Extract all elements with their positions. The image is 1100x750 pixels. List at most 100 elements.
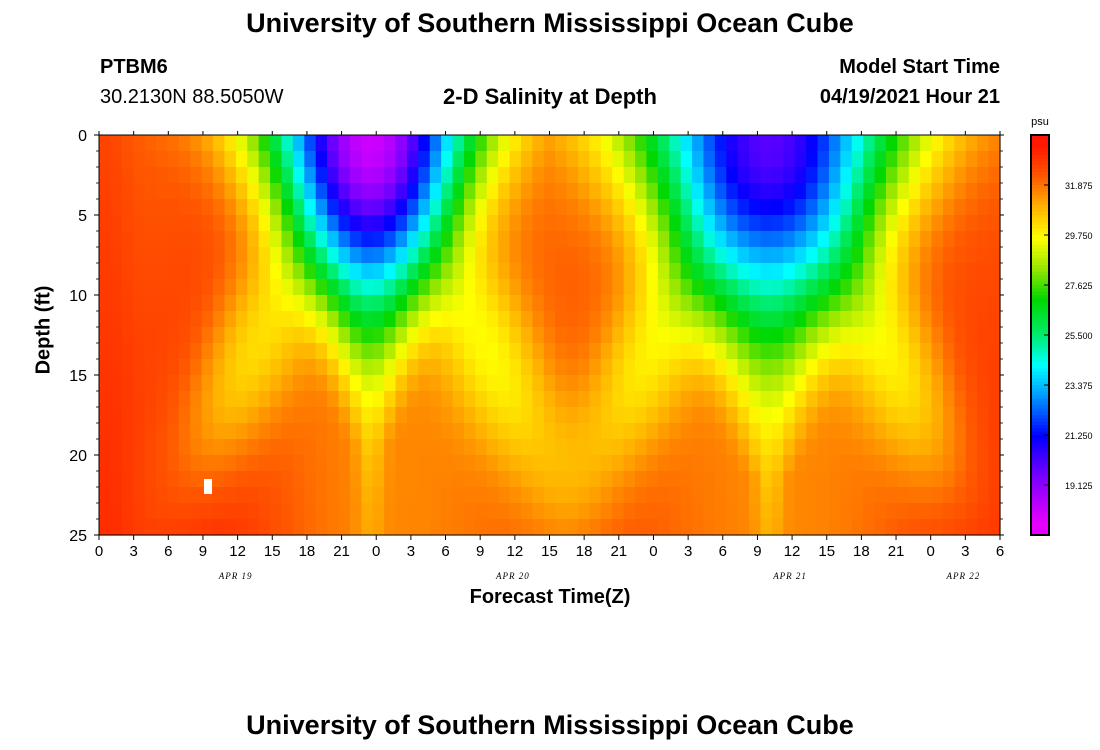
heatmap-cell (452, 439, 465, 456)
heatmap-cell (121, 375, 134, 392)
heatmap-cell (509, 167, 522, 184)
heatmap-cell (201, 375, 214, 392)
heatmap-cell (714, 407, 727, 424)
heatmap-cell (281, 503, 294, 520)
heatmap-cell (783, 183, 796, 200)
heatmap-cell (885, 359, 898, 376)
heatmap-cell (863, 135, 876, 152)
heatmap-cell (304, 327, 317, 344)
heatmap-cell (281, 151, 294, 168)
heatmap-cell (942, 215, 955, 232)
heatmap-cell (224, 215, 237, 232)
heatmap-cell (224, 151, 237, 168)
heatmap-cell (555, 231, 568, 248)
heatmap-cell (646, 231, 659, 248)
heatmap-cell (543, 295, 556, 312)
heatmap-cell (623, 391, 636, 408)
heatmap-cell (441, 311, 454, 328)
heatmap-cell (988, 503, 1001, 520)
heatmap-cell (532, 327, 545, 344)
heatmap-cell (292, 231, 305, 248)
heatmap-cell (828, 439, 841, 456)
heatmap-cell (99, 375, 112, 392)
heatmap-cell (908, 247, 921, 264)
heatmap-cell (190, 231, 203, 248)
heatmap-cell (703, 199, 716, 216)
heatmap-cell (623, 487, 636, 504)
heatmap-cell (247, 167, 260, 184)
heatmap-cell (942, 151, 955, 168)
heatmap-cell (338, 391, 351, 408)
heatmap-cell (988, 135, 1001, 152)
colorbar-swatch (1031, 178, 1049, 183)
heatmap-cell (657, 311, 670, 328)
heatmap-cell (669, 359, 682, 376)
heatmap-cell (612, 391, 625, 408)
colorbar-swatch (1031, 485, 1049, 489)
heatmap-cell (828, 519, 841, 536)
heatmap-cell (156, 183, 169, 200)
heatmap-cell (714, 503, 727, 520)
heatmap-cell (235, 455, 248, 472)
heatmap-cell (646, 343, 659, 360)
heatmap-cell (258, 295, 271, 312)
heatmap-cell (99, 151, 112, 168)
heatmap-cell (395, 487, 408, 504)
colorbar-swatch (1031, 348, 1049, 353)
heatmap-cell (520, 327, 533, 344)
heatmap-cell (600, 455, 613, 472)
heatmap-cell (783, 327, 796, 344)
heatmap-cell (201, 311, 214, 328)
heatmap-cell (817, 263, 830, 280)
heatmap-cell (384, 199, 397, 216)
heatmap-cell (840, 359, 853, 376)
heatmap-cell (372, 455, 385, 472)
heatmap-cell (144, 215, 157, 232)
heatmap-cell (863, 151, 876, 168)
heatmap-cell (292, 375, 305, 392)
heatmap-cell (942, 375, 955, 392)
heatmap-cell (281, 263, 294, 280)
heatmap-cell (121, 167, 134, 184)
heatmap-cell (543, 375, 556, 392)
heatmap-cell (714, 279, 727, 296)
heatmap-cell (851, 215, 864, 232)
heatmap-cell (977, 215, 990, 232)
heatmap-cell (292, 439, 305, 456)
heatmap-cell (646, 455, 659, 472)
colorbar-swatch (1031, 421, 1049, 426)
heatmap-cell (817, 183, 830, 200)
heatmap-cell (144, 295, 157, 312)
heatmap-cell (771, 471, 784, 488)
heatmap-cell (178, 151, 191, 168)
heatmap-cell (338, 167, 351, 184)
heatmap-cell (361, 359, 374, 376)
heatmap-cell (133, 391, 146, 408)
heatmap-cell (224, 263, 237, 280)
heatmap-cell (589, 199, 602, 216)
x-tick-label: 18 (576, 543, 593, 560)
heatmap-cell (851, 439, 864, 456)
heatmap-cell (121, 503, 134, 520)
heatmap-cell (669, 375, 682, 392)
heatmap-cell (463, 327, 476, 344)
heatmap-cell (144, 231, 157, 248)
heatmap-cell (258, 135, 271, 152)
heatmap-cell (258, 423, 271, 440)
heatmap-cell (349, 247, 362, 264)
heatmap-cell (954, 439, 967, 456)
heatmap-cell (692, 311, 705, 328)
heatmap-cell (771, 359, 784, 376)
heatmap-cell (817, 279, 830, 296)
heatmap-cell (327, 151, 340, 168)
heatmap-cell (247, 135, 260, 152)
heatmap-cell (942, 247, 955, 264)
heatmap-cell (452, 199, 465, 216)
heatmap-cell (224, 247, 237, 264)
heatmap-cell (406, 215, 419, 232)
heatmap-cell (543, 391, 556, 408)
heatmap-cell (304, 247, 317, 264)
heatmap-cell (292, 471, 305, 488)
heatmap-cell (406, 343, 419, 360)
heatmap-cell (897, 455, 910, 472)
